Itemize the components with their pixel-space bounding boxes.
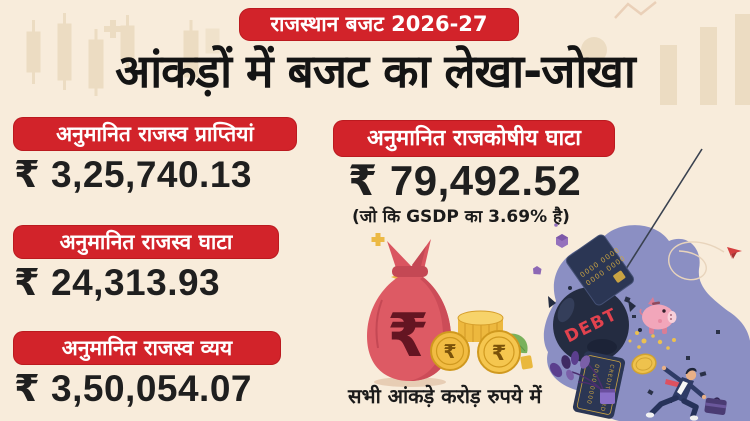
coin-rupee-symbol: ₹: [492, 341, 507, 365]
debt-illustration: DEBT 0000 0000 0000 0000 CREDIT CARD 000…: [367, 148, 750, 421]
coins-icon: ₹ ₹: [430, 310, 528, 374]
plus-decor: [104, 20, 122, 38]
paper-plane-icon: [668, 241, 742, 281]
stat-value-fiscal-deficit: ₹ 79,492.52: [348, 157, 582, 204]
bar-chart-decor: [581, 14, 750, 105]
credit-card-icon: 0000 0000 0000 0000: [565, 234, 635, 306]
flower-icon: [520, 351, 615, 404]
piggy-bank-icon: [639, 297, 677, 334]
header-badge: राजस्थान बजट 2026-27: [239, 8, 519, 41]
page-title: आंकड़ों में बजट का लेखा-जोखा: [115, 44, 636, 98]
footnote: सभी आंकड़े करोड़ रुपये में: [348, 384, 542, 408]
stat-label-revenue-receipts: अनुमानित राजस्व प्राप्तियां: [13, 117, 297, 151]
coin-bits: [628, 331, 676, 350]
stat-value-revenue-expenditure: ₹ 3,50,054.07: [14, 368, 252, 409]
stat-label-revenue-deficit: अनुमानित राजस्व घाटा: [13, 225, 279, 259]
candlestick-chart-decor: [26, 13, 220, 96]
gem-icon: [533, 223, 568, 275]
debt-wrecking-ball-icon: DEBT: [548, 148, 703, 376]
briefcase-icon: [704, 397, 727, 416]
running-man-icon: [645, 365, 727, 421]
trend-line-decor: [614, 1, 657, 19]
stat-label-fiscal-deficit: अनुमानित राजकोषीय घाटा: [333, 120, 615, 157]
coin-rupee-symbol: ₹: [443, 341, 456, 363]
gsdp-note: (जो कि GSDP का 3.69% है): [352, 207, 570, 227]
stat-label-revenue-expenditure: अनुमानित राजस्व व्यय: [13, 331, 281, 365]
bag-rupee-symbol: ₹: [387, 301, 429, 371]
stat-value-revenue-receipts: ₹ 3,25,740.13: [14, 154, 252, 195]
stat-value-revenue-deficit: ₹ 24,313.93: [14, 262, 221, 303]
background-decor: [26, 1, 750, 105]
debris-bits: [624, 296, 720, 403]
falling-coin-icon: [631, 353, 657, 375]
